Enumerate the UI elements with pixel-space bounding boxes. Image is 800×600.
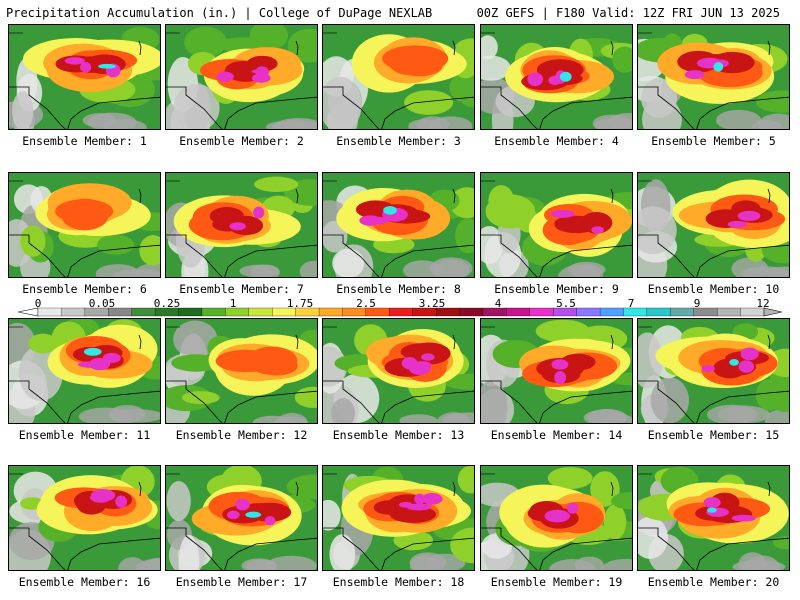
ensemble-member-caption: Ensemble Member: 11 — [18, 428, 151, 442]
ensemble-member-caption: Ensemble Member: 14 — [490, 428, 623, 442]
colorbar-tick-label: 12 — [756, 297, 770, 310]
precipitation-map — [9, 466, 160, 570]
ensemble-member-caption: Ensemble Member: 3 — [336, 134, 461, 148]
precipitation-map — [166, 173, 317, 277]
ensemble-map-panel — [322, 172, 475, 278]
ensemble-map-panel — [480, 172, 633, 278]
precipitation-map — [638, 25, 789, 129]
ensemble-member-caption: Ensemble Member: 4 — [494, 134, 619, 148]
precipitation-map — [323, 25, 474, 129]
colorbar-swatch — [670, 307, 695, 317]
precipitation-map — [481, 173, 632, 277]
colorbar-swatch — [717, 307, 742, 317]
ensemble-map-panel — [8, 172, 161, 278]
colorbar-tick-label: 9 — [693, 297, 701, 310]
ensemble-member-caption: Ensemble Member: 17 — [175, 575, 308, 589]
colorbar-swatch — [599, 307, 624, 317]
ensemble-map-panel — [8, 465, 161, 571]
ensemble-map-panel — [8, 318, 161, 424]
ensemble-map-panel — [637, 172, 790, 278]
precipitation-map — [166, 25, 317, 129]
precipitation-map — [9, 173, 160, 277]
model-run-info: 00Z GEFS | F180 Valid: 12Z FRI JUN 13 20… — [476, 6, 780, 20]
precipitation-map — [638, 319, 789, 423]
colorbar-tick-label: 7 — [627, 297, 635, 310]
colorbar-swatch — [61, 307, 86, 317]
ensemble-map-panel — [322, 318, 475, 424]
ensemble-map-panel — [480, 24, 633, 130]
ensemble-map-panel — [165, 172, 318, 278]
ensemble-map-panel — [322, 465, 475, 571]
precipitation-map — [323, 466, 474, 570]
ensemble-map-panel — [322, 24, 475, 130]
ensemble-member-caption: Ensemble Member: 2 — [179, 134, 304, 148]
colorbar-swatch — [389, 307, 414, 317]
colorbar-tick-label: 1.75 — [286, 297, 314, 310]
precipitation-map — [638, 466, 789, 570]
ensemble-member-caption: Ensemble Member: 18 — [332, 575, 465, 589]
ensemble-member-caption: Ensemble Member: 1 — [22, 134, 147, 148]
colorbar-tick-label: 0 — [34, 297, 42, 310]
precipitation-map — [9, 25, 160, 129]
colorbar-tick-label: 0.25 — [153, 297, 181, 310]
ensemble-member-caption: Ensemble Member: 19 — [490, 575, 623, 589]
colorbar-tick-label: 5.5 — [556, 297, 576, 310]
colorbar-max-arrow — [763, 307, 783, 317]
ensemble-map-panel — [165, 24, 318, 130]
colorbar-tick-label: 4 — [494, 297, 502, 310]
ensemble-map-panel — [165, 465, 318, 571]
ensemble-map-panel — [637, 24, 790, 130]
colorbar-tick-label: 3.25 — [418, 297, 446, 310]
ensemble-member-caption: Ensemble Member: 9 — [494, 282, 619, 296]
colorbar-swatch — [131, 307, 156, 317]
ensemble-map-panel — [637, 465, 790, 571]
ensemble-member-caption: Ensemble Member: 5 — [651, 134, 776, 148]
colorbar-tick-label: 2.5 — [356, 297, 376, 310]
precipitation-map — [481, 319, 632, 423]
precipitation-map — [166, 319, 317, 423]
ensemble-member-caption: Ensemble Member: 13 — [332, 428, 465, 442]
colorbar-swatch — [459, 307, 484, 317]
precipitation-map — [323, 173, 474, 277]
colorbar-swatch — [576, 307, 601, 317]
ensemble-map-panel — [8, 24, 161, 130]
colorbar-swatch — [37, 307, 62, 317]
ensemble-member-caption: Ensemble Member: 7 — [179, 282, 304, 296]
precipitation-map — [9, 319, 160, 423]
ensemble-member-caption: Ensemble Member: 15 — [647, 428, 780, 442]
ensemble-map-panel — [480, 465, 633, 571]
colorbar-swatch — [178, 307, 203, 317]
map-title: Precipitation Accumulation (in.) | Colle… — [6, 6, 433, 20]
precipitation-map — [481, 466, 632, 570]
colorbar-swatch — [248, 307, 273, 317]
ensemble-member-caption: Ensemble Member: 16 — [18, 575, 151, 589]
colorbar-swatch — [201, 307, 226, 317]
colorbar-swatch — [506, 307, 531, 317]
precipitation-map — [638, 173, 789, 277]
ensemble-member-caption: Ensemble Member: 6 — [22, 282, 147, 296]
colorbar-tick-label: 0.05 — [88, 297, 116, 310]
ensemble-map-panel — [480, 318, 633, 424]
precipitation-map — [166, 466, 317, 570]
colorbar-swatch — [529, 307, 554, 317]
colorbar-tick-label: 1 — [229, 297, 237, 310]
ensemble-member-caption: Ensemble Member: 8 — [336, 282, 461, 296]
colorbar-swatch — [646, 307, 671, 317]
ensemble-member-caption: Ensemble Member: 10 — [647, 282, 780, 296]
ensemble-member-caption: Ensemble Member: 12 — [175, 428, 308, 442]
precipitation-map — [481, 25, 632, 129]
precipitation-map — [323, 319, 474, 423]
ensemble-map-panel — [637, 318, 790, 424]
ensemble-map-panel — [165, 318, 318, 424]
ensemble-member-caption: Ensemble Member: 20 — [647, 575, 780, 589]
precipitation-colorbar — [17, 307, 783, 317]
colorbar-swatch — [318, 307, 343, 317]
